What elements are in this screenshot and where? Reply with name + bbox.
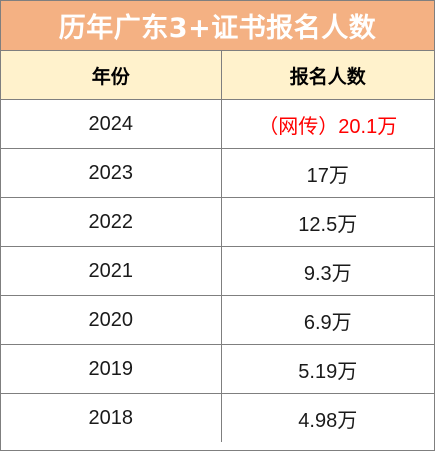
cell-count: 6.9万	[220, 295, 434, 345]
table-row: 2020 6.9万	[1, 295, 434, 345]
cell-year: 2018	[88, 406, 134, 429]
cell-count: 9.3万	[220, 246, 434, 296]
header-year: 年份	[1, 51, 221, 100]
table-title: 历年广东3+证书报名人数	[1, 1, 434, 51]
cell-year: 2021	[1, 246, 221, 296]
cell-count: 17万	[220, 148, 434, 198]
cell-year: 2022	[1, 197, 221, 247]
table-row: 2019 5.19万	[1, 344, 434, 394]
header-row: 年份 报名人数	[1, 51, 434, 100]
table-row: 2021 9.3万	[1, 246, 434, 296]
table-row: 2018 4.98万	[1, 393, 434, 442]
cell-count: 5.19万	[220, 344, 434, 394]
cell-year: 2024	[1, 99, 221, 149]
header-count: 报名人数	[220, 51, 434, 100]
table-row: 2022 12.5万	[1, 197, 434, 247]
cell-count: 4.98万	[220, 393, 434, 442]
cell-count: （网传）20.1万	[220, 99, 434, 149]
cell-year: 2023	[1, 148, 221, 198]
cell-year: 2019	[1, 344, 221, 394]
registration-table: 年份 报名人数 2024 （网传）20.1万 2023 17万 2022 12.…	[1, 51, 434, 442]
cell-count: 12.5万	[220, 197, 434, 247]
table-row: 2024 （网传）20.1万	[1, 99, 434, 149]
table-row: 2023 17万	[1, 148, 434, 198]
cell-year: 2020	[1, 295, 221, 345]
